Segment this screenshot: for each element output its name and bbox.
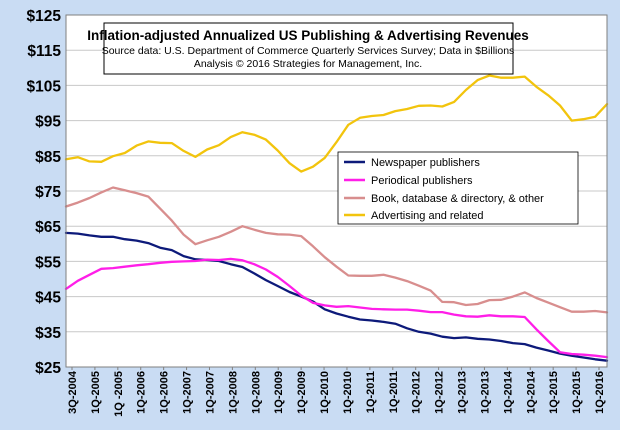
x-tick-label: 1Q-2009 [273, 371, 285, 414]
x-tick-label: 1Q-2011 [365, 371, 377, 413]
x-tick-label: 1Q-2007 [182, 371, 194, 414]
y-tick-label: $35 [35, 325, 61, 342]
y-tick-label: $125 [27, 8, 62, 25]
legend: Newspaper publishers Periodical publishe… [337, 151, 579, 225]
legend-item-newspaper: Newspaper publishers [344, 157, 480, 169]
x-tick-label: 1Q-2011 [388, 371, 400, 413]
x-tick-label: 1Q-2013 [457, 371, 469, 414]
chart-analysis: Analysis © 2016 Strategies for Managemen… [194, 58, 422, 70]
series-line-newspaper [64, 231, 609, 362]
y-tick-label: $45 [35, 290, 61, 307]
series-line-periodical [64, 257, 609, 359]
x-tick-label: 1Q-2008 [227, 371, 239, 414]
x-tick-label: 1Q-2012 [411, 371, 423, 414]
y-tick-label: $115 [27, 43, 61, 60]
legend-label-book: Book, database & directory, & other [371, 193, 544, 205]
y-axis-ticks: $25 $35 $45 $55 $65 $75 $85 $95 $105 $115 $125 [27, 8, 62, 377]
x-axis-ticks: 3Q-2004 1Q-2005 1Q -2005 1Q-2006 1Q-2006 1Q-2… [67, 367, 606, 417]
legend-box [337, 151, 579, 225]
x-tick-label: 1Q-2010 [319, 371, 331, 414]
legend-item-periodical: Periodical publishers [344, 175, 473, 187]
legend-label-advertising: Advertising and related [371, 210, 484, 222]
y-tick-label: $75 [35, 184, 61, 201]
x-tick-label: 1Q-2014 [502, 370, 514, 414]
x-tick-label: 1Q-2009 [296, 371, 308, 414]
x-tick-label: 1Q -2005 [113, 371, 125, 417]
y-tick-label: $55 [35, 254, 61, 271]
y-tick-label: $95 [35, 114, 61, 131]
legend-item-advertising: Advertising and related [344, 210, 484, 222]
x-tick-label: 1Q-2012 [434, 371, 446, 414]
x-tick-label: 1Q-2015 [571, 371, 583, 414]
x-tick-label: 1Q-2005 [90, 371, 102, 414]
x-tick-label: 1Q-2006 [136, 371, 148, 414]
x-tick-label: 1Q-2016 [594, 371, 606, 414]
x-tick-label: 1Q-2008 [250, 371, 262, 414]
x-tick-label: 1Q-2014 [525, 370, 537, 414]
x-tick-label: 3Q-2004 [67, 370, 79, 414]
y-tick-label: $25 [35, 360, 61, 377]
legend-label-newspaper: Newspaper publishers [371, 157, 480, 169]
x-tick-label: 1Q-2015 [548, 371, 560, 414]
title-box: Inflation-adjusted Annualized US Publish… [87, 22, 529, 75]
y-tick-label: $85 [35, 149, 61, 166]
y-tick-label: $105 [27, 78, 62, 95]
series-line-book [64, 186, 609, 314]
series-lines [64, 74, 609, 362]
y-tick-label: $65 [35, 219, 61, 236]
x-tick-label: 1Q-2007 [204, 371, 216, 414]
legend-label-periodical: Periodical publishers [371, 175, 473, 187]
x-tick-label: 1Q-2013 [479, 371, 491, 414]
chart-source: Source data: U.S. Department of Commerce… [102, 45, 515, 57]
x-tick-label: 1Q-2006 [159, 371, 171, 414]
plot-border [65, 14, 608, 368]
x-tick-label: 1Q-2010 [342, 371, 354, 414]
series-line-advertising [64, 74, 609, 173]
chart-title: Inflation-adjusted Annualized US Publish… [87, 28, 529, 43]
legend-item-book: Book, database & directory, & other [344, 193, 544, 205]
